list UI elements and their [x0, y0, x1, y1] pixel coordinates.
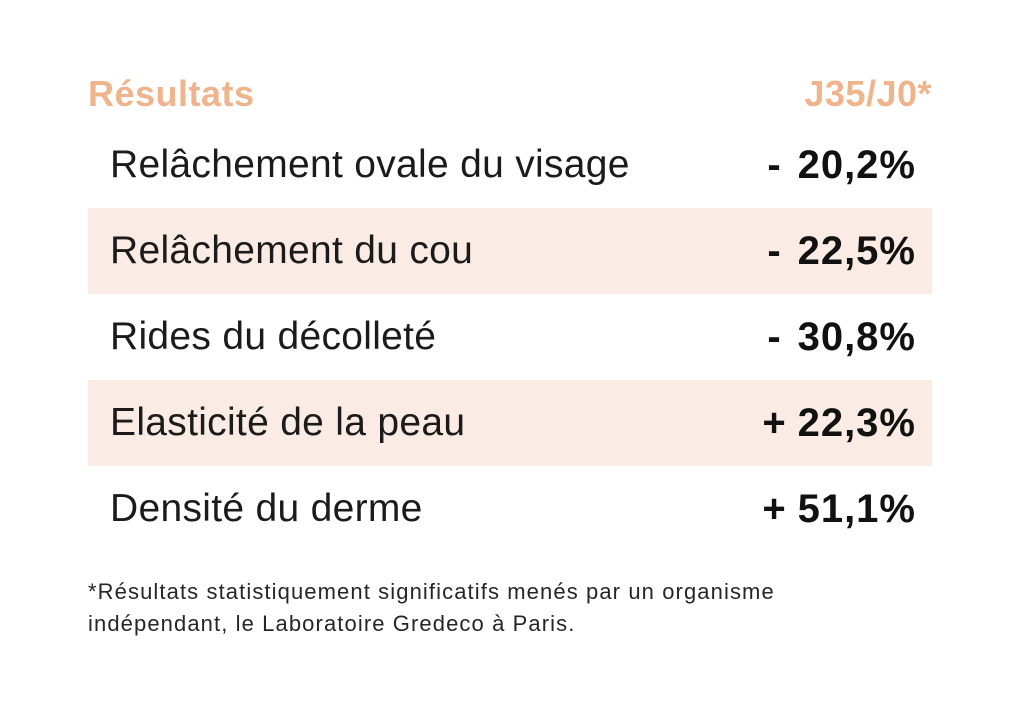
table-row: Densité du derme + 51,1%	[88, 466, 932, 552]
results-table: Relâchement ovale du visage - 20,2% Relâ…	[88, 122, 932, 552]
value-number: 20,2%	[797, 142, 916, 187]
value-number: 51,1%	[797, 486, 916, 531]
table-header: Résultats J35/J0*	[88, 76, 932, 112]
row-value: + 22,3%	[758, 401, 932, 446]
value-sign: +	[762, 400, 787, 445]
row-label: Relâchement ovale du visage	[110, 143, 630, 186]
period-label: J35/J0*	[804, 73, 932, 114]
value-sign: -	[767, 228, 782, 273]
value-sign: -	[767, 314, 782, 359]
footnote-line-2: indépendant, le Laboratoire Gredeco à Pa…	[88, 611, 576, 636]
row-value: - 22,5%	[758, 229, 932, 274]
table-row: Relâchement ovale du visage - 20,2%	[88, 122, 932, 208]
value-sign: +	[762, 486, 787, 531]
table-row: Elasticité de la peau + 22,3%	[88, 380, 932, 466]
value-number: 22,5%	[797, 228, 916, 273]
footnote-line-1: *Résultats statistiquement significatifs…	[88, 579, 775, 604]
results-title: Résultats	[88, 73, 255, 114]
row-label: Relâchement du cou	[110, 229, 474, 272]
value-number: 30,8%	[797, 314, 916, 359]
table-row: Rides du décolleté - 30,8%	[88, 294, 932, 380]
value-sign: -	[767, 142, 782, 187]
footnote: *Résultats statistiquement significatifs…	[88, 576, 932, 640]
row-value: + 51,1%	[758, 487, 932, 532]
value-number: 22,3%	[797, 400, 916, 445]
row-label: Rides du décolleté	[110, 315, 437, 358]
row-value: - 30,8%	[758, 315, 932, 360]
row-value: - 20,2%	[758, 143, 932, 188]
results-content: Résultats J35/J0* Relâchement ovale du v…	[88, 0, 932, 640]
row-label: Elasticité de la peau	[110, 401, 466, 444]
table-row: Relâchement du cou - 22,5%	[88, 208, 932, 294]
row-label: Densité du derme	[110, 487, 423, 530]
